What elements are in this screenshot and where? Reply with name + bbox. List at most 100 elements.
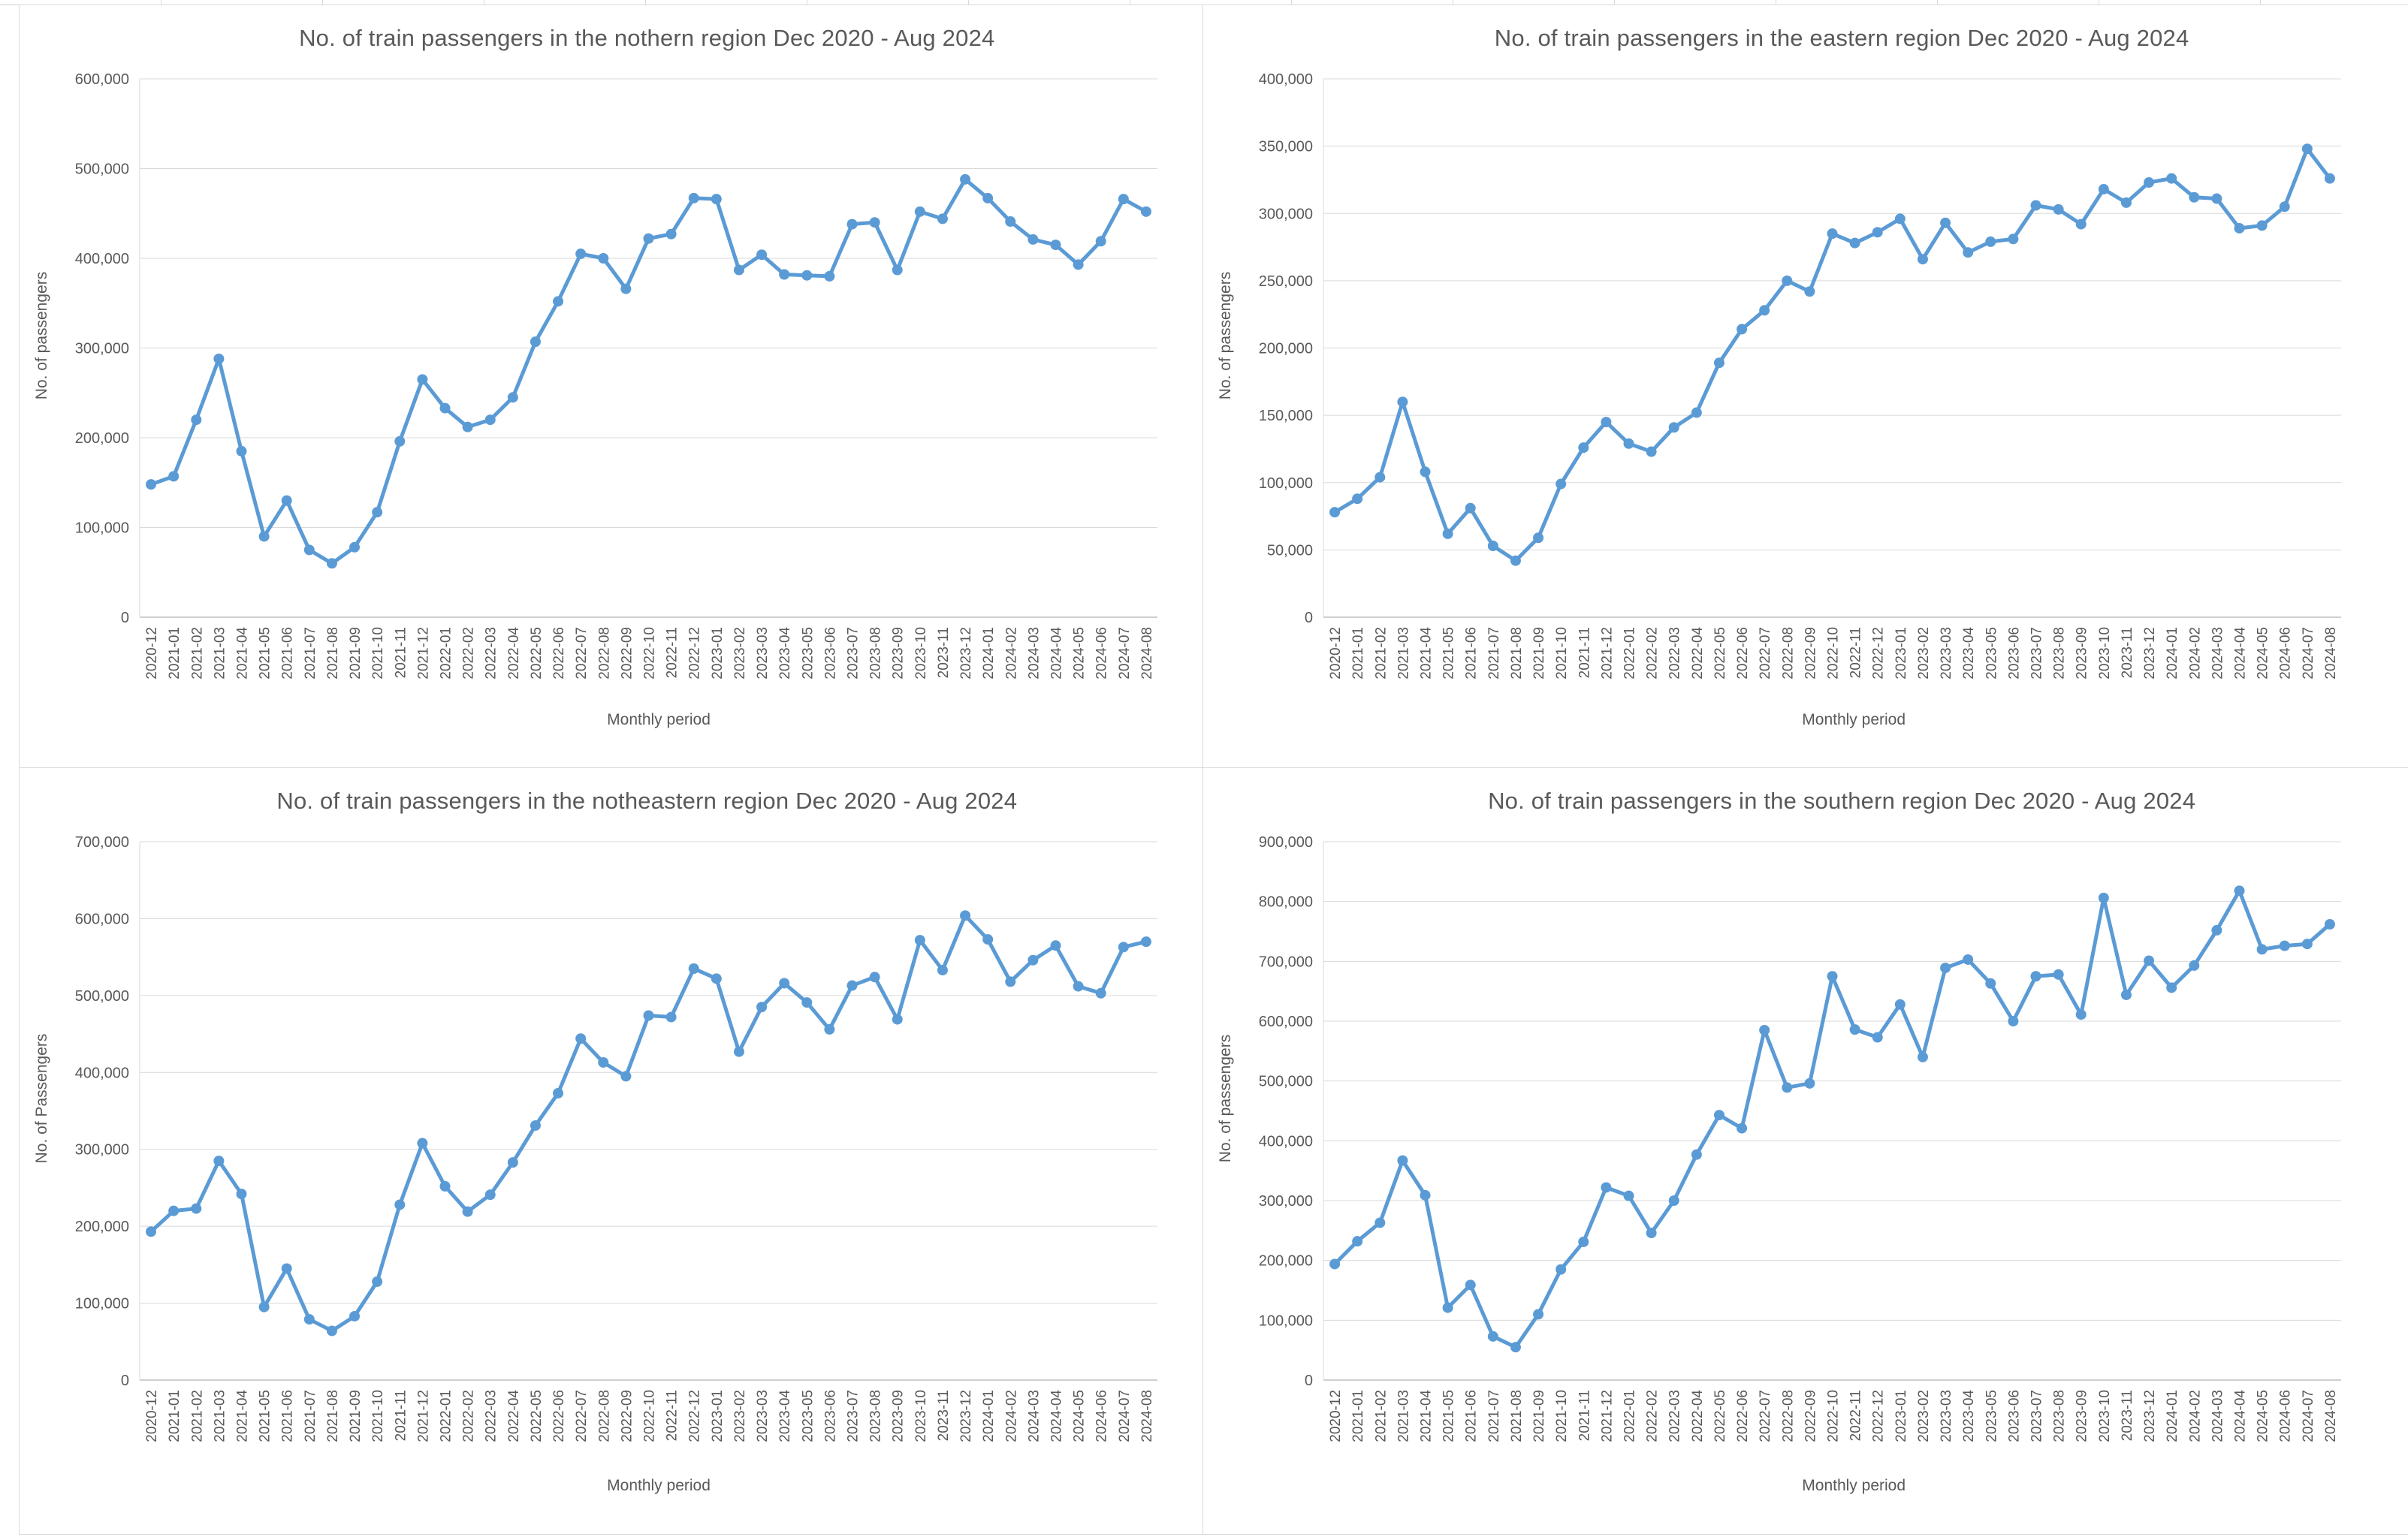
x-tick-label: 2021-02 xyxy=(1373,627,1389,680)
y-tick-label: 100,000 xyxy=(1259,475,1313,492)
x-tick-label: 2021-01 xyxy=(1350,627,1366,680)
x-tick-label: 2022-05 xyxy=(529,1390,545,1442)
data-point xyxy=(236,445,247,457)
x-tick-label: 2023-12 xyxy=(2142,1390,2158,1442)
data-point xyxy=(281,1263,292,1274)
x-tick-label: 2021-03 xyxy=(212,1390,228,1442)
data-point xyxy=(1872,1032,1883,1043)
data-point xyxy=(2301,939,2313,950)
x-tick-label: 2022-09 xyxy=(619,627,635,680)
y-tick-label: 350,000 xyxy=(1259,139,1313,155)
x-tick-label: 2023-03 xyxy=(755,1390,771,1442)
data-point xyxy=(892,264,903,276)
data-point xyxy=(1050,940,1061,951)
chart-panel-northern-region[interactable]: No. of train passengers in the nothern r… xyxy=(19,5,1204,769)
x-tick-label: 2024-02 xyxy=(1003,627,1019,680)
x-tick-label: 2021-10 xyxy=(370,627,386,680)
x-tick-label: 2023-10 xyxy=(2097,627,2113,680)
data-point xyxy=(2008,234,2019,245)
chart-panel-southern-region[interactable]: No. of train passengers in the southern … xyxy=(1202,767,2408,1535)
x-tick-label: 2023-08 xyxy=(2052,1390,2068,1442)
data-point xyxy=(665,1011,677,1023)
x-tick-label: 2022-06 xyxy=(551,1390,567,1442)
data-point xyxy=(1668,1195,1679,1206)
x-tick-label: 2024-04 xyxy=(2233,627,2249,680)
data-point xyxy=(1737,1123,1748,1134)
series-line xyxy=(1332,146,2332,563)
data-point xyxy=(1872,227,1883,238)
data-point xyxy=(1442,1302,1453,1313)
data-point xyxy=(1782,275,1793,286)
data-point xyxy=(2256,944,2268,955)
data-point xyxy=(1623,438,1634,449)
x-tick-label: 2022-04 xyxy=(506,627,522,680)
data-point xyxy=(1073,981,1084,992)
x-tick-label: 2022-10 xyxy=(1826,627,1842,680)
x-tick-label: 2022-01 xyxy=(439,1390,454,1442)
y-tick-label: 400,000 xyxy=(75,1065,129,1081)
y-tick-label: 500,000 xyxy=(75,988,129,1005)
y-tick-label: 600,000 xyxy=(75,911,129,927)
data-point xyxy=(258,531,270,542)
x-tick-label: 2021-11 xyxy=(1577,627,1592,678)
x-tick-label: 2024-04 xyxy=(2233,1390,2249,1442)
x-tick-label: 2024-01 xyxy=(981,627,997,680)
y-tick-label: 800,000 xyxy=(1259,894,1313,911)
data-point xyxy=(507,1157,518,1168)
chart-title: No. of train passengers in the southern … xyxy=(1488,788,2196,814)
x-tick-label: 2022-12 xyxy=(687,1390,703,1442)
data-point xyxy=(417,1138,428,1149)
y-tick-label: 100,000 xyxy=(1259,1312,1313,1329)
data-point xyxy=(2256,220,2268,231)
data-point xyxy=(846,218,858,230)
x-tick-label: 2021-05 xyxy=(1441,627,1457,680)
data-point xyxy=(258,1301,270,1312)
x-tick-label: 2024-03 xyxy=(1026,627,1042,680)
data-point xyxy=(507,392,518,403)
x-tick-label: 2022-03 xyxy=(1667,627,1683,680)
data-point xyxy=(1782,1082,1793,1093)
y-tick-label: 200,000 xyxy=(1259,341,1313,357)
data-point xyxy=(960,910,971,921)
data-point xyxy=(1442,528,1453,539)
data-point xyxy=(2234,885,2245,897)
x-tick-label: 2023-02 xyxy=(732,1390,748,1442)
data-point xyxy=(620,283,632,294)
data-point xyxy=(620,1071,632,1082)
data-point xyxy=(1578,442,1589,454)
data-point xyxy=(688,963,699,975)
x-tick-label: 2024-02 xyxy=(1003,1390,1019,1442)
data-point xyxy=(1118,942,1129,953)
data-point xyxy=(598,253,609,264)
data-point xyxy=(1118,194,1129,205)
chart-panel-northeastern-region[interactable]: No. of train passengers in the notheaste… xyxy=(19,767,1204,1535)
data-point xyxy=(1940,963,1951,974)
data-point xyxy=(2120,197,2132,208)
data-point xyxy=(1374,472,1386,483)
x-tick-label: 2021-12 xyxy=(415,627,431,680)
x-tick-label: 2023-03 xyxy=(1939,1390,1954,1442)
x-tick-label: 2022-12 xyxy=(687,627,703,680)
chart-panel-eastern-region[interactable]: No. of train passengers in the eastern r… xyxy=(1202,5,2408,769)
x-tick-label: 2023-11 xyxy=(2120,627,2135,678)
x-tick-label: 2023-01 xyxy=(710,1390,726,1442)
data-point xyxy=(1397,1155,1408,1166)
data-point xyxy=(303,544,315,556)
data-point xyxy=(914,935,925,946)
x-tick-label: 2021-05 xyxy=(258,1390,273,1442)
data-point xyxy=(281,495,292,506)
data-point xyxy=(213,1156,225,1167)
x-tick-label: 2021-01 xyxy=(167,1390,183,1442)
x-tick-label: 2024-05 xyxy=(1072,627,1088,680)
x-tick-label: 2022-07 xyxy=(574,1390,590,1442)
data-point xyxy=(914,206,925,217)
data-point xyxy=(1827,228,1838,240)
x-tick-label: 2023-11 xyxy=(936,1390,952,1441)
data-point xyxy=(417,374,428,385)
x-tick-label: 2021-09 xyxy=(348,627,364,680)
data-point xyxy=(665,228,677,240)
y-tick-label: 200,000 xyxy=(75,1219,129,1235)
chart-title: No. of train passengers in the notheaste… xyxy=(276,788,1018,814)
x-tick-label: 2024-05 xyxy=(2256,1390,2271,1442)
data-point xyxy=(2053,203,2064,215)
